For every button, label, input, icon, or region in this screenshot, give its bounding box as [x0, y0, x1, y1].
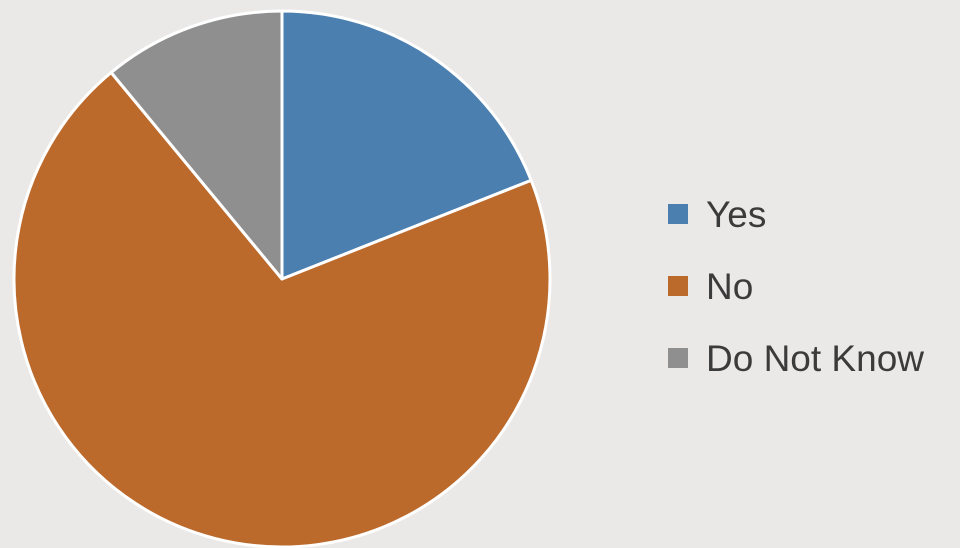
- legend-item-no: No: [668, 250, 924, 322]
- legend: Yes No Do Not Know: [668, 178, 924, 394]
- legend-label-yes: Yes: [706, 193, 767, 235]
- legend-label-do-not-know: Do Not Know: [706, 337, 924, 379]
- legend-item-yes: Yes: [668, 178, 924, 250]
- legend-swatch-no: [668, 276, 688, 296]
- pie-slice-do-not-know: [109, 9, 284, 281]
- legend-swatch-yes: [668, 204, 688, 224]
- pie-chart: [12, 9, 552, 548]
- legend-item-do-not-know: Do Not Know: [668, 322, 924, 394]
- pie-slice-no: [12, 71, 552, 548]
- legend-swatch-do-not-know: [668, 348, 688, 368]
- pie-slice-yes: [280, 9, 533, 281]
- legend-label-no: No: [706, 265, 754, 307]
